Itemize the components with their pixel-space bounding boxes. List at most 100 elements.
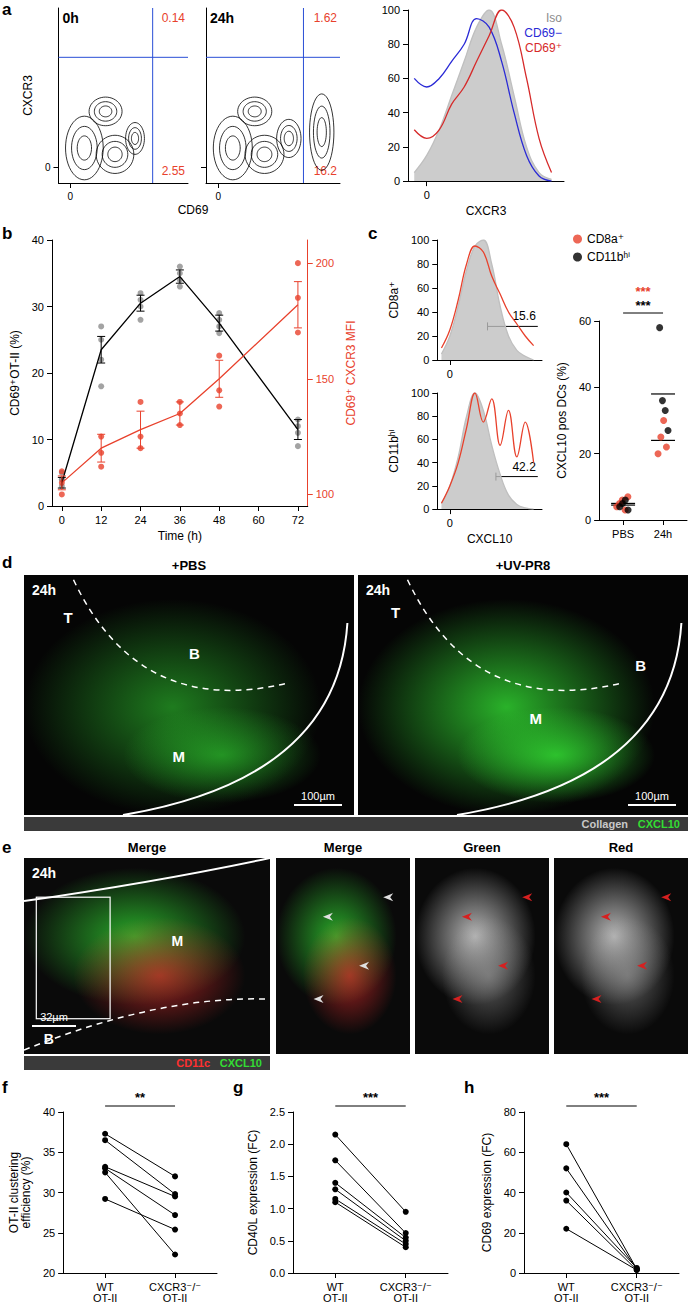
svg-text:1.0: 1.0: [270, 1203, 285, 1215]
svg-text:OT-II: OT-II: [323, 1292, 347, 1304]
svg-text:CD11c: CD11c: [176, 1057, 210, 1069]
svg-text:0: 0: [67, 191, 73, 202]
svg-text:20: 20: [504, 1227, 516, 1239]
svg-text:100: 100: [411, 234, 429, 246]
svg-text:0: 0: [423, 503, 429, 515]
svg-text:10: 10: [32, 434, 44, 446]
svg-text:32µm: 32µm: [40, 1011, 68, 1023]
svg-text:60: 60: [417, 433, 429, 445]
svg-text:CXCL10 pos DCs (%): CXCL10 pos DCs (%): [555, 362, 569, 479]
svg-text:T: T: [391, 604, 400, 621]
svg-text:100µm: 100µm: [301, 790, 335, 802]
svg-text:0: 0: [510, 1267, 516, 1279]
svg-text:B: B: [44, 1031, 54, 1047]
svg-text:***: ***: [594, 1090, 610, 1105]
svg-text:CXCR3: CXCR3: [466, 204, 507, 218]
svg-text:36: 36: [174, 514, 186, 526]
svg-text:efficiency (%): efficiency (%): [19, 1157, 33, 1229]
svg-text:CXCR3: CXCR3: [21, 75, 35, 116]
svg-text:2.5: 2.5: [270, 1106, 285, 1118]
svg-text:CD69⁺ CXCR3 MFI: CD69⁺ CXCR3 MFI: [344, 320, 358, 425]
svg-text:20: 20: [417, 330, 429, 342]
svg-text:B: B: [635, 657, 646, 674]
svg-text:20: 20: [43, 1267, 55, 1279]
svg-text:CD69 expression (FC): CD69 expression (FC): [480, 1133, 494, 1252]
svg-text:***: ***: [635, 298, 651, 313]
svg-text:20: 20: [388, 141, 400, 153]
svg-text:24h: 24h: [32, 582, 56, 598]
svg-text:100: 100: [411, 387, 429, 399]
svg-text:25: 25: [43, 1227, 55, 1239]
svg-text:20: 20: [579, 448, 591, 460]
svg-text:0: 0: [585, 514, 591, 526]
svg-text:200: 200: [316, 257, 334, 269]
svg-text:0.14: 0.14: [162, 11, 186, 25]
svg-text:40: 40: [32, 234, 44, 246]
svg-text:**: **: [135, 1090, 146, 1105]
svg-text:OT-II: OT-II: [625, 1292, 649, 1304]
svg-text:40: 40: [504, 1187, 516, 1199]
svg-text:16.2: 16.2: [314, 164, 338, 178]
svg-text:B: B: [189, 645, 200, 662]
svg-text:24h: 24h: [366, 582, 390, 598]
svg-text:42.2: 42.2: [512, 460, 536, 474]
svg-text:60: 60: [417, 282, 429, 294]
svg-text:CD69⁺: CD69⁺: [525, 41, 562, 55]
svg-text:0.0: 0.0: [270, 1267, 285, 1279]
svg-text:35: 35: [43, 1146, 55, 1158]
svg-text:40: 40: [388, 107, 400, 119]
svg-text:1.62: 1.62: [314, 11, 338, 25]
svg-text:Iso: Iso: [546, 11, 562, 25]
svg-text:0: 0: [215, 191, 221, 202]
svg-text:0: 0: [38, 500, 44, 512]
svg-text:100µm: 100µm: [635, 790, 669, 802]
svg-text:2.55: 2.55: [162, 164, 186, 178]
svg-text:Time (h): Time (h): [158, 529, 202, 543]
svg-text:40: 40: [43, 1106, 55, 1118]
svg-text:80: 80: [417, 410, 429, 422]
svg-text:40: 40: [579, 381, 591, 393]
svg-text:80: 80: [388, 38, 400, 50]
svg-text:CD40L expression (FC): CD40L expression (FC): [246, 1130, 260, 1256]
svg-text:48: 48: [213, 514, 225, 526]
svg-text:0: 0: [423, 354, 429, 366]
svg-text:PBS: PBS: [612, 528, 634, 540]
svg-text:60: 60: [388, 72, 400, 84]
svg-text:0: 0: [424, 189, 430, 201]
svg-text:M: M: [173, 748, 186, 765]
svg-text:60: 60: [504, 1146, 516, 1158]
svg-text:OT-II: OT-II: [394, 1292, 418, 1304]
svg-text:24h: 24h: [210, 10, 234, 26]
svg-text:0.5: 0.5: [270, 1235, 285, 1247]
svg-text:20: 20: [417, 480, 429, 492]
svg-text:0: 0: [59, 514, 65, 526]
svg-text:***: ***: [363, 1090, 379, 1105]
svg-text:20: 20: [32, 367, 44, 379]
svg-text:80: 80: [417, 258, 429, 270]
svg-text:CD8a⁺: CD8a⁺: [387, 281, 401, 318]
svg-text:40: 40: [417, 306, 429, 318]
svg-text:***: ***: [635, 284, 651, 299]
svg-text:30: 30: [43, 1187, 55, 1199]
svg-text:M: M: [530, 710, 543, 727]
svg-text:80: 80: [504, 1106, 516, 1118]
svg-text:CD11bʰⁱ: CD11bʰⁱ: [387, 429, 401, 472]
svg-text:100: 100: [316, 488, 334, 500]
svg-text:100: 100: [382, 4, 400, 16]
svg-text:CD69⁺OT-II (%): CD69⁺OT-II (%): [8, 330, 22, 416]
svg-text:0: 0: [447, 368, 453, 380]
svg-text:0h: 0h: [62, 10, 78, 26]
svg-text:72: 72: [292, 514, 304, 526]
svg-text:OT-II: OT-II: [554, 1292, 578, 1304]
svg-text:CD69−: CD69−: [524, 26, 562, 40]
svg-text:0: 0: [45, 162, 51, 173]
svg-text:1.5: 1.5: [270, 1170, 285, 1182]
svg-text:30: 30: [32, 301, 44, 313]
svg-text:60: 60: [579, 315, 591, 327]
svg-text:Collagen: Collagen: [582, 818, 629, 830]
svg-text:T: T: [64, 609, 73, 626]
svg-text:0: 0: [447, 517, 453, 529]
svg-text:CD11bʰⁱ: CD11bʰⁱ: [587, 250, 630, 264]
svg-text:24: 24: [134, 514, 146, 526]
svg-text:15.6: 15.6: [512, 309, 536, 323]
